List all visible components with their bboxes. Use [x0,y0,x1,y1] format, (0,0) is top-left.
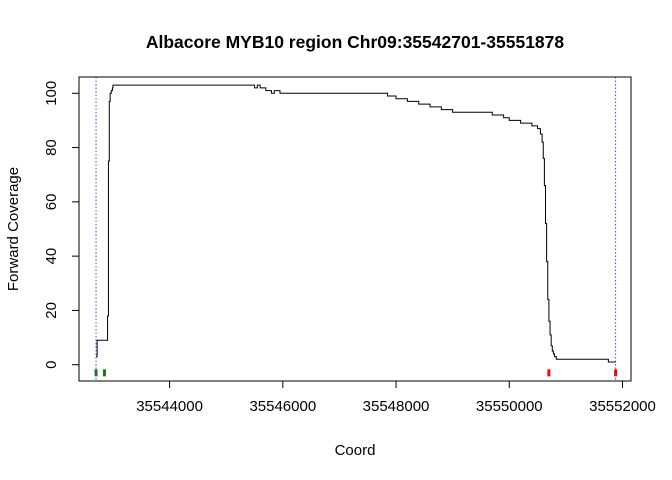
y-axis: 0 20 40 60 80 100 [43,81,80,369]
y-tick-label: 0 [43,361,60,369]
x-tick-label: 35552000 [589,398,656,415]
feature-marker-3 [547,369,551,377]
plot-area [94,77,618,381]
y-axis-label: Forward Coverage [5,167,22,291]
feature-marker-2 [102,369,106,377]
x-tick-label: 35546000 [249,398,316,415]
y-tick-label: 20 [43,302,60,319]
x-tick-label: 35548000 [363,398,430,415]
feature-marker-1 [94,369,98,377]
y-tick-label: 40 [43,248,60,265]
x-tick-label: 35550000 [476,398,543,415]
feature-marker-4 [614,369,618,377]
x-axis-label: Coord [335,442,376,459]
y-tick-label: 80 [43,139,60,156]
coverage-line [96,84,616,363]
chart-title: Albacore MYB10 region Chr09:35542701-355… [146,32,565,52]
x-tick-label: 35544000 [136,398,203,415]
x-axis: 35544000 35546000 35548000 35550000 35552000 [136,380,656,415]
y-tick-label: 60 [43,194,60,211]
y-tick-label: 100 [43,81,60,106]
